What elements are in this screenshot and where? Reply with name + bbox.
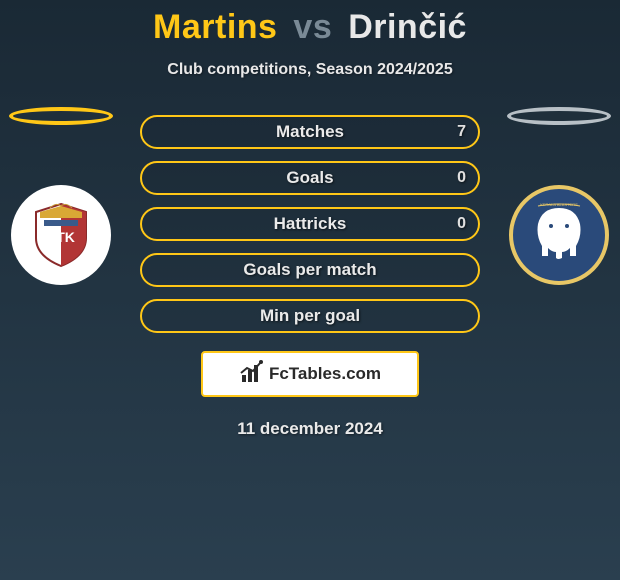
content: ATK KERALA BLASTERS Matches: [0, 115, 620, 439]
date-text: 11 december 2024: [0, 419, 620, 439]
fctables-logo: FcTables.com: [201, 351, 419, 397]
stat-row-goals: Goals 0: [140, 161, 480, 195]
stat-label: Goals per match: [243, 260, 376, 280]
svg-text:KERALA BLASTERS: KERALA BLASTERS: [540, 202, 578, 207]
stat-row-min-per-goal: Min per goal: [140, 299, 480, 333]
stat-label: Goals: [286, 168, 333, 188]
stat-row-hattricks: Hattricks 0: [140, 207, 480, 241]
subtitle: Club competitions, Season 2024/2025: [0, 61, 620, 79]
stat-right-value: 7: [457, 123, 466, 141]
stat-right-value: 0: [457, 215, 466, 233]
left-ellipse: [9, 107, 113, 125]
kerala-elephant-icon: KERALA BLASTERS: [528, 202, 590, 269]
page-title: Martins vs Drinčić: [0, 0, 620, 47]
stat-row-matches: Matches 7: [140, 115, 480, 149]
right-ellipse: [507, 107, 611, 125]
right-team-badge: KERALA BLASTERS: [504, 107, 614, 285]
stat-label: Hattricks: [274, 214, 347, 234]
stat-row-goals-per-match: Goals per match: [140, 253, 480, 287]
player1-name: Martins: [153, 8, 277, 46]
atk-crest-icon: ATK: [32, 202, 90, 268]
logo-text: FcTables.com: [269, 364, 381, 384]
fctables-chart-icon: [239, 359, 265, 390]
svg-text:ATK: ATK: [47, 229, 75, 245]
player2-name: Drinčić: [348, 8, 467, 46]
stat-label: Matches: [276, 122, 344, 142]
stat-right-value: 0: [457, 169, 466, 187]
left-team-badge: ATK: [6, 107, 116, 285]
left-crest: ATK: [11, 185, 111, 285]
right-crest: KERALA BLASTERS: [509, 185, 609, 285]
stat-label: Min per goal: [260, 306, 360, 326]
vs-text: vs: [293, 8, 332, 46]
stats-list: Matches 7 Goals 0 Hattricks 0 Goals per …: [140, 115, 480, 333]
